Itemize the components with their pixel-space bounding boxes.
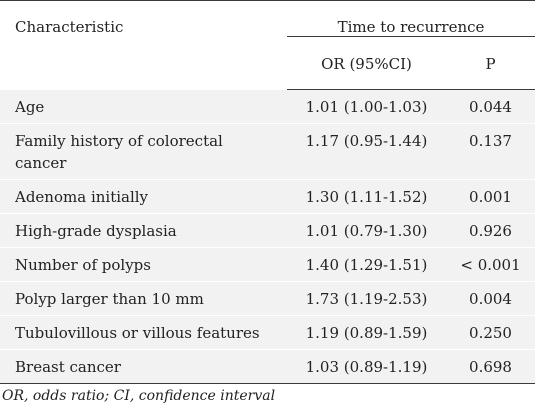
or-ci-cell: 1.17 (0.95-1.44) <box>287 123 446 180</box>
header-characteristic: Characteristic <box>0 0 287 90</box>
table-row: Age 1.01 (1.00-1.03) 0.044 <box>0 89 535 124</box>
header-p-value: P <box>446 36 535 90</box>
results-table-container: Characteristic Time to recurrence OR (95… <box>0 0 535 404</box>
table-row: Breast cancer 1.03 (0.89-1.19) 0.698 <box>0 349 535 384</box>
table-row: Adenoma initially 1.30 (1.11-1.52) 0.001 <box>0 179 535 214</box>
characteristic-cell: High-grade dysplasia <box>0 213 287 248</box>
characteristic-cell: Breast cancer <box>0 349 287 384</box>
p-value-cell: 0.004 <box>446 281 535 316</box>
table-body: Age 1.01 (1.00-1.03) 0.044 Family history o… <box>0 89 535 384</box>
or-ci-cell: 1.01 (1.00-1.03) <box>287 89 446 124</box>
or-ci-cell: 1.01 (0.79-1.30) <box>287 213 446 248</box>
header-time-to-recurrence: Time to recurrence <box>287 0 535 37</box>
p-value-cell: 0.044 <box>446 89 535 124</box>
header-or-ci: OR (95%CI) <box>287 36 446 90</box>
p-value-cell: 0.698 <box>446 349 535 384</box>
p-value-cell: 0.926 <box>446 213 535 248</box>
table-row: Tubulovillous or villous features 1.19 (0… <box>0 315 535 350</box>
p-value-cell: < 0.001 <box>446 247 535 282</box>
p-value-cell: 0.250 <box>446 315 535 350</box>
or-ci-cell: 1.03 (0.89-1.19) <box>287 349 446 384</box>
characteristic-cell: Polyp larger than 10 mm <box>0 281 287 316</box>
characteristic-cell: Age <box>0 89 287 124</box>
or-ci-cell: 1.40 (1.29-1.51) <box>287 247 446 282</box>
table-footnote: OR, odds ratio; CI, confidence interval <box>2 388 276 404</box>
table-row: Number of polyps 1.40 (1.29-1.51) < 0.001 <box>0 247 535 282</box>
characteristic-cell: Adenoma initially <box>0 179 287 214</box>
or-ci-cell: 1.73 (1.19-2.53) <box>287 281 446 316</box>
p-value-cell: 0.001 <box>446 179 535 214</box>
characteristic-cell: Family history of colorectal cancer <box>0 123 287 180</box>
results-table: Characteristic Time to recurrence OR (95… <box>0 0 535 384</box>
characteristic-cell: Tubulovillous or villous features <box>0 315 287 350</box>
or-ci-cell: 1.30 (1.11-1.52) <box>287 179 446 214</box>
or-ci-cell: 1.19 (0.89-1.59) <box>287 315 446 350</box>
p-value-cell: 0.137 <box>446 123 535 180</box>
table-row: High-grade dysplasia 1.01 (0.79-1.30) 0.92… <box>0 213 535 248</box>
characteristic-cell: Number of polyps <box>0 247 287 282</box>
table-row: Polyp larger than 10 mm 1.73 (1.19-2.53) 0… <box>0 281 535 316</box>
table-row: Family history of colorectal cancer 1.17 … <box>0 123 535 180</box>
table-header: Characteristic Time to recurrence OR (95… <box>0 0 535 90</box>
